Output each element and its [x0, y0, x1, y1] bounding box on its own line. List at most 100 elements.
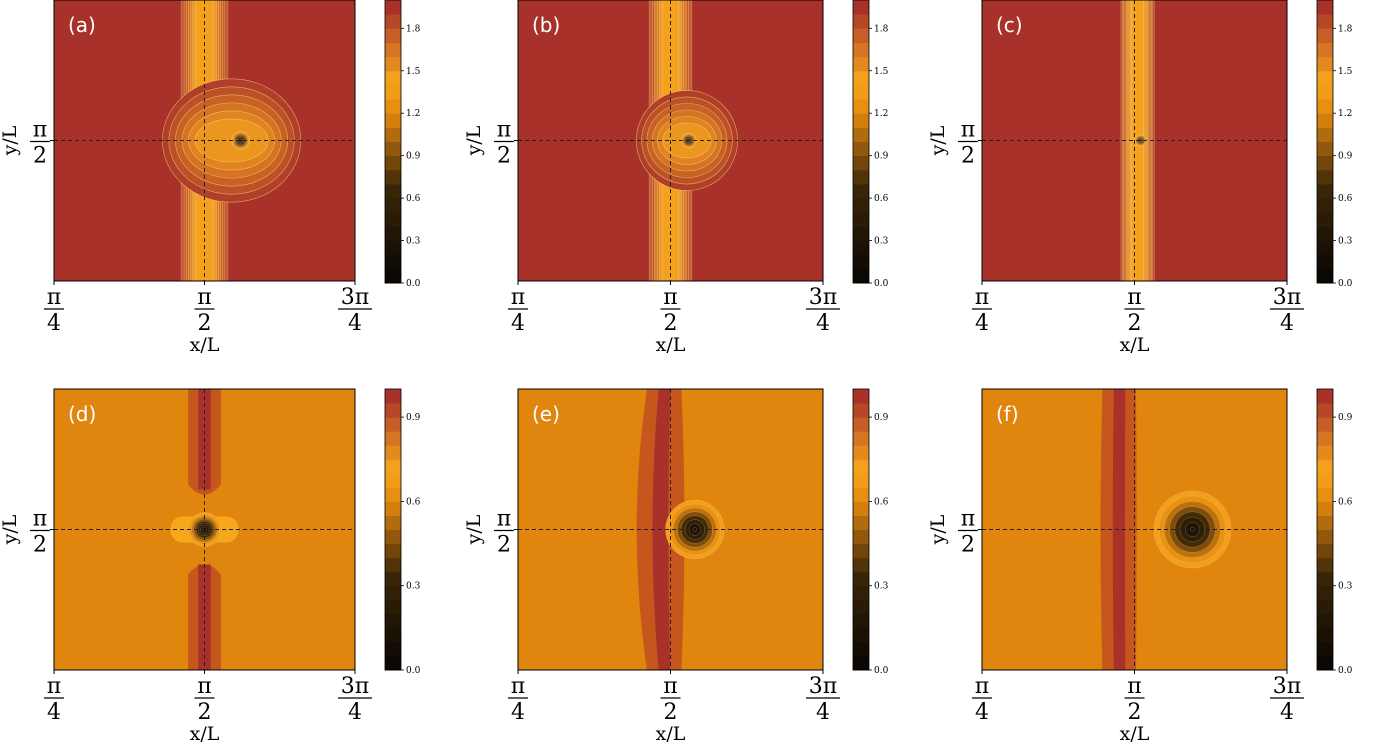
colorbar-tick-label: 1.5: [874, 67, 889, 77]
x-tick-label: π2: [194, 285, 215, 336]
colorbar-band: [1317, 543, 1333, 559]
colorbar-band: [385, 571, 401, 587]
colorbar-band: [853, 212, 869, 227]
colorbar-band: [1317, 56, 1333, 72]
colorbar-tick-label: 1.5: [1338, 67, 1353, 77]
colorbar-band: [385, 473, 401, 488]
colorbar-band: [1317, 599, 1333, 615]
x-tick-label: 3π4: [338, 285, 372, 336]
colorbar-band: [385, 627, 401, 643]
colorbar-band: [385, 84, 401, 100]
y-tick-label: π2: [30, 118, 50, 169]
x-axis-label: x/L: [656, 723, 686, 745]
colorbar-tick-label: 0.0: [874, 279, 889, 289]
colorbar-band: [385, 417, 401, 432]
colorbar-tick-label: 0.3: [874, 582, 889, 592]
colorbar-tick-label: 0.9: [406, 152, 421, 162]
colorbar-band: [853, 627, 869, 643]
colorbar-band: [853, 543, 869, 559]
x-tick-den: 2: [198, 311, 212, 336]
y-tick-den: 2: [961, 533, 975, 558]
colorbar-tick-label: 0.9: [1338, 152, 1353, 162]
x-tick-label: 3π4: [338, 674, 372, 725]
colorbar-band: [1317, 431, 1333, 446]
panel-label: (e): [532, 402, 560, 426]
x-tick-den: 4: [511, 311, 525, 336]
colorbar-tick-label: 0.3: [1338, 237, 1353, 247]
x-tick-num: π: [1127, 674, 1141, 699]
colorbar-band: [853, 655, 869, 671]
colorbar-tick-label: 0.9: [874, 413, 889, 423]
colorbar-band: [853, 585, 869, 601]
x-tick-den: 4: [1280, 700, 1294, 725]
colorbar-tick-label: 0.6: [1338, 497, 1353, 507]
colorbar-band: [385, 56, 401, 72]
x-tick-label: 3π4: [806, 285, 840, 336]
colorbar-tick-label: 1.2: [874, 109, 888, 119]
x-tick-num: π: [47, 285, 61, 310]
x-tick-label: π4: [508, 285, 528, 336]
panel-label: (c): [996, 13, 1023, 37]
colorbar-tick-label: 0.3: [874, 237, 889, 247]
x-tick-num: π: [511, 674, 525, 699]
stripe-core: [1112, 389, 1126, 670]
colorbar-band: [1317, 0, 1333, 15]
x-tick-label: π4: [508, 674, 528, 725]
colorbar-band: [385, 641, 401, 657]
colorbar-band: [853, 99, 869, 114]
x-tick-label: π4: [44, 285, 64, 336]
colorbar: 0.0 0.3 0.6 0.9: [384, 388, 421, 676]
colorbar-band: [1317, 113, 1333, 128]
colorbar-band: [853, 240, 869, 256]
x-tick-den: 4: [816, 311, 830, 336]
x-tick-num: π: [47, 674, 61, 699]
colorbar-band: [853, 417, 869, 432]
colorbar-band: [853, 389, 869, 404]
colorbar-band: [385, 445, 401, 460]
stripe-core: [198, 564, 211, 670]
x-tick-num: π: [663, 674, 677, 699]
x-axis-label: x/L: [656, 334, 686, 356]
colorbar: 0.0 0.3 0.6 0.9 1.2 1.5 1.8: [1316, 0, 1353, 289]
colorbar-tick-label: 1.2: [1338, 109, 1352, 119]
x-tick-label: 3π4: [806, 674, 840, 725]
y-tick-label: π2: [958, 118, 978, 169]
x-tick-num: 3π: [1273, 285, 1301, 310]
x-tick-den: 4: [47, 311, 61, 336]
y-tick-num: π: [961, 118, 975, 143]
colorbar-band: [853, 0, 869, 15]
colorbar-band: [853, 473, 869, 488]
x-tick-label: π4: [44, 674, 64, 725]
colorbar-band: [385, 529, 401, 545]
colorbar-band: [385, 557, 401, 573]
colorbar-band: [385, 543, 401, 559]
colorbar-band: [1317, 585, 1333, 601]
y-tick-label: π2: [958, 507, 978, 558]
x-tick-label: π4: [972, 674, 992, 725]
colorbar-band: [853, 84, 869, 100]
colorbar-band: [853, 599, 869, 615]
colorbar-tick-label: 0.6: [1338, 194, 1353, 204]
y-axis-label: y/L: [463, 514, 485, 545]
x-tick-den: 4: [47, 700, 61, 725]
colorbar-band: [853, 403, 869, 418]
x-axis-label: x/L: [1120, 723, 1150, 745]
colorbar-band: [853, 445, 869, 460]
colorbar-band: [385, 487, 401, 502]
y-axis-label: y/L: [0, 514, 21, 545]
x-tick-label: π4: [972, 285, 992, 336]
x-tick-num: 3π: [341, 674, 369, 699]
x-tick-den: 2: [1128, 311, 1142, 336]
colorbar-frame: [1316, 388, 1334, 671]
colorbar-tick-label: 0.9: [1338, 413, 1353, 423]
colorbar-band: [1317, 641, 1333, 657]
colorbar-band: [853, 183, 869, 199]
x-tick-num: 3π: [809, 285, 837, 310]
colorbar-band: [385, 155, 401, 171]
colorbar-band: [385, 212, 401, 227]
colorbar-band: [1317, 141, 1333, 157]
colorbar-band: [853, 113, 869, 128]
colorbar-tick-label: 1.2: [406, 109, 420, 119]
